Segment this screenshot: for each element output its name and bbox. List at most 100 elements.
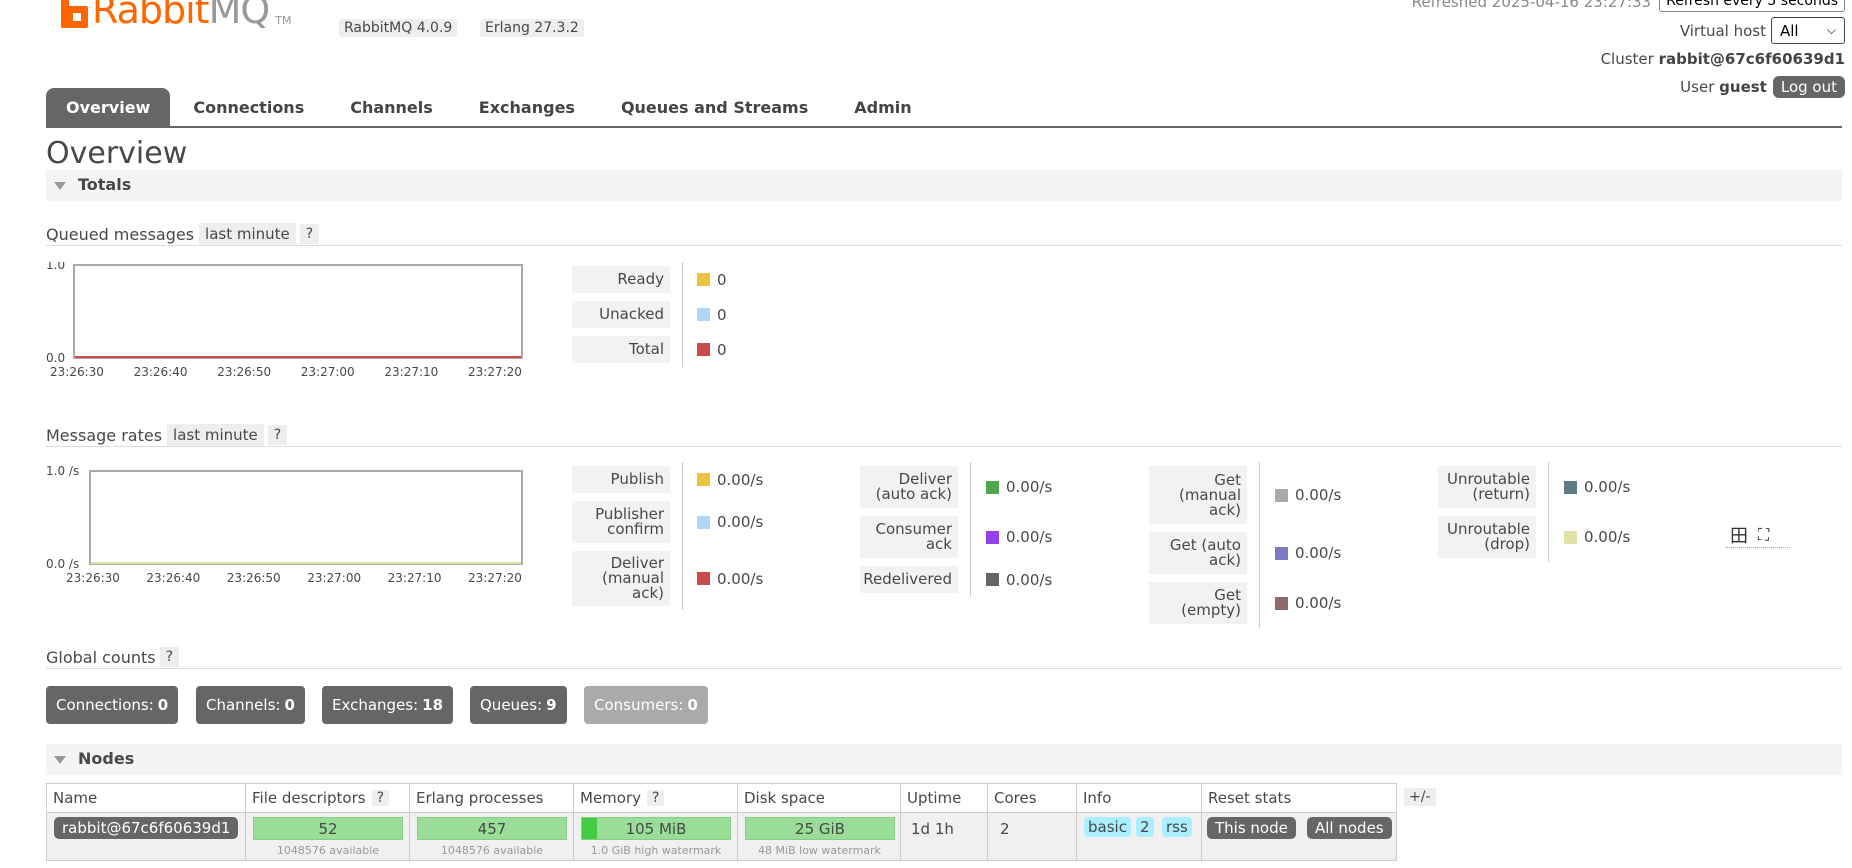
vhost-select-value: All bbox=[1780, 21, 1799, 40]
disk-watermark-text: 48 MiB low watermark bbox=[758, 844, 881, 857]
rates-col3-legend-value: 0.00/s bbox=[1275, 532, 1341, 574]
info-badge-rss: rss bbox=[1162, 817, 1192, 837]
tab-overview[interactable]: Overview bbox=[46, 88, 171, 127]
grid-icon[interactable]: 田 bbox=[1730, 525, 1748, 547]
refresh-interval-select[interactable]: Refresh every 5 seconds bbox=[1659, 0, 1845, 12]
tab-admin[interactable]: Admin bbox=[854, 98, 912, 117]
legend-swatch bbox=[1564, 480, 1577, 494]
legend-swatch bbox=[697, 572, 710, 585]
rates-col2-legend-label: Redelivered bbox=[860, 566, 958, 593]
queues-count-button[interactable]: Queues: 9 bbox=[470, 686, 567, 724]
rates-chart-xtick-label: 23:26:40 bbox=[146, 571, 200, 585]
rates-col2-legend-value: 0.00/s bbox=[986, 516, 1052, 558]
queued-chart-xtick-label: 23:26:50 bbox=[217, 365, 271, 379]
rates-col4-legend-label: Unroutable (drop) bbox=[1438, 516, 1536, 558]
rabbitmq-logo[interactable]: RabbitMQ TM bbox=[58, 0, 291, 36]
rates-chart-xtick-label: 23:27:10 bbox=[388, 571, 442, 585]
columns-toggle-button[interactable]: +/- bbox=[1404, 788, 1436, 806]
rates-col4-legend-value: 0.00/s bbox=[1564, 516, 1630, 558]
exchanges-count-button[interactable]: Exchanges: 18 bbox=[322, 686, 454, 724]
memory-usage-fill bbox=[582, 818, 597, 839]
proc-usage-bar: 457 bbox=[417, 817, 567, 840]
tab-channels[interactable]: Channels bbox=[350, 98, 433, 117]
legend-swatch bbox=[1564, 530, 1577, 544]
collapse-triangle-icon bbox=[54, 756, 66, 764]
node-name-cell: rabbit@67c6f60639d1 bbox=[46, 813, 245, 861]
rates-chart-xtick-label: 23:27:00 bbox=[307, 571, 361, 585]
queued-range-selector[interactable]: last minute bbox=[199, 223, 296, 245]
rates-col2-legend-value: 0.00/s bbox=[986, 566, 1052, 593]
node-cores-cell: 2 bbox=[987, 813, 1076, 861]
queued-chart-ytick-max: 1.0 bbox=[46, 262, 65, 272]
col-header-info: Info bbox=[1076, 783, 1201, 813]
global-counts-header: Global counts ? bbox=[46, 647, 180, 667]
cluster-row: Cluster rabbit@67c6f60639d1 bbox=[1601, 50, 1845, 68]
memory-help-button[interactable]: ? bbox=[647, 790, 665, 806]
proc-available-text: 1048576 available bbox=[440, 844, 544, 857]
disk-usage-bar: 25 GiB bbox=[745, 817, 895, 840]
page-title: Overview bbox=[46, 136, 188, 171]
rates-help-button[interactable]: ? bbox=[267, 425, 288, 445]
tab-queues-and-streams[interactable]: Queues and Streams bbox=[620, 98, 809, 117]
collapse-triangle-icon bbox=[54, 182, 66, 190]
logout-button[interactable]: Log out bbox=[1772, 76, 1845, 98]
queued-legend-label: Ready bbox=[572, 266, 670, 293]
global-counts-label: Global counts bbox=[46, 647, 156, 667]
logo-trademark: TM bbox=[275, 14, 292, 27]
cluster-name: rabbit@67c6f60639d1 bbox=[1658, 50, 1845, 68]
consumers-count-button[interactable]: Consumers: 0 bbox=[584, 686, 708, 724]
vhost-select[interactable]: All ⌵ bbox=[1771, 17, 1845, 44]
queued-divider bbox=[46, 245, 1842, 246]
fd-help-button[interactable]: ? bbox=[371, 790, 390, 806]
queued-chart-xtick-label: 23:27:10 bbox=[384, 365, 438, 379]
fd-usage-bar: 52 bbox=[253, 817, 403, 840]
rates-col1-legend-label: Deliver (manual ack) bbox=[572, 551, 670, 606]
reset-this-node-button[interactable]: This node bbox=[1207, 817, 1296, 839]
rates-col3-legend-value: 0.00/s bbox=[1275, 466, 1341, 524]
tab-underline bbox=[46, 126, 1842, 128]
logo-mq-text: MQ bbox=[208, 0, 271, 32]
node-name-link[interactable]: rabbit@67c6f60639d1 bbox=[54, 817, 239, 839]
rates-range-selector[interactable]: last minute bbox=[167, 424, 264, 446]
reset-all-nodes-button[interactable]: All nodes bbox=[1307, 817, 1392, 839]
totals-section-header[interactable]: Totals bbox=[46, 170, 1842, 201]
rates-col2-legend-value: 0.00/s bbox=[986, 466, 1052, 508]
expand-icon[interactable]: ⛶ bbox=[1758, 524, 1770, 544]
vhost-label: Virtual host bbox=[1679, 21, 1766, 40]
memory-usage-value: 105 MiB bbox=[625, 819, 687, 838]
legend-swatch bbox=[697, 473, 710, 486]
legend-swatch bbox=[697, 515, 710, 529]
rates-col4-legend-label: Unroutable (return) bbox=[1438, 466, 1536, 508]
channels-count-button[interactable]: Channels: 0 bbox=[196, 686, 305, 724]
logo-rabbit-text: Rabbit bbox=[92, 0, 210, 32]
rates-col4-legend-separator bbox=[1548, 462, 1549, 562]
rates-col3-legend-value: 0.00/s bbox=[1275, 582, 1341, 624]
rates-col2-legend-separator bbox=[970, 462, 971, 597]
queued-help-button[interactable]: ? bbox=[299, 224, 320, 244]
queued-legend-value: 0 bbox=[697, 301, 727, 328]
global-counts-help-button[interactable]: ? bbox=[159, 647, 180, 667]
tab-exchanges[interactable]: Exchanges bbox=[478, 98, 575, 117]
legend-swatch bbox=[697, 273, 710, 286]
node-mem-cell: 105 MiB 1.0 GiB high watermark bbox=[573, 813, 737, 861]
queued-legend-label: Total bbox=[572, 336, 670, 363]
rates-chart-xtick-label: 23:26:50 bbox=[227, 571, 281, 585]
rates-chart-ytick-min: 0.0 /s bbox=[46, 557, 79, 571]
connections-count-button[interactable]: Connections: 0 bbox=[46, 686, 179, 724]
node-reset-cell: This node All nodes bbox=[1201, 813, 1397, 861]
queued-messages-chart: 1.0 0.023:26:30 23:26:40 23:26:50 23:27:00 23… bbox=[46, 262, 523, 379]
tab-connections[interactable]: Connections bbox=[193, 98, 305, 117]
node-fd-cell: 52 1048576 available bbox=[245, 813, 409, 861]
rates-chart-ytick-max: 1.0 /s bbox=[46, 464, 79, 478]
user-label: User bbox=[1680, 78, 1715, 96]
rates-col3-legend-separator bbox=[1259, 462, 1260, 628]
nodes-section-header[interactable]: Nodes bbox=[46, 744, 1842, 775]
nodes-title: Nodes bbox=[78, 749, 135, 768]
legend-swatch bbox=[1275, 596, 1288, 610]
legend-swatch bbox=[697, 308, 710, 321]
global-counts-divider bbox=[46, 668, 1842, 669]
fd-available-text: 1048576 available bbox=[276, 844, 380, 857]
user-name: guest bbox=[1719, 78, 1767, 96]
legend-swatch bbox=[1275, 546, 1288, 560]
rates-col1-legend-label: Publisher confirm bbox=[572, 501, 670, 543]
